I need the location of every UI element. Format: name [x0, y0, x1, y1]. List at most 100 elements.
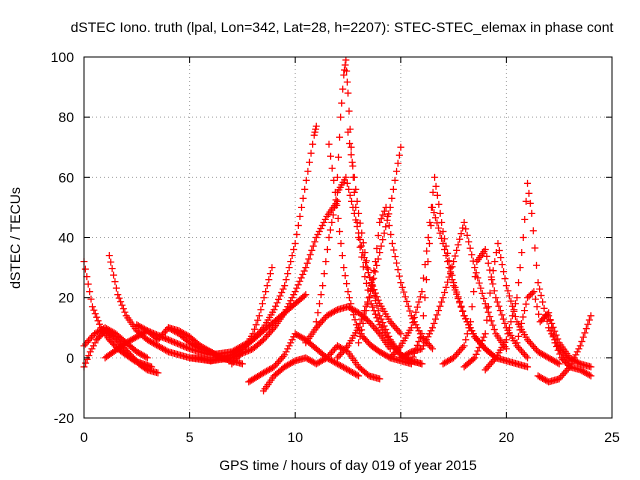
- data-point-marker: [517, 319, 525, 327]
- data-point-marker: [377, 242, 385, 250]
- data-point-marker: [183, 344, 191, 352]
- data-point-marker: [284, 303, 292, 311]
- data-point-marker: [115, 294, 123, 302]
- data-point-marker: [211, 350, 219, 358]
- data-point-marker: [445, 264, 453, 272]
- data-point-marker: [418, 345, 426, 353]
- data-point-marker: [298, 203, 306, 211]
- data-point-marker: [184, 344, 192, 352]
- data-point-marker: [342, 365, 350, 373]
- data-point-marker: [385, 210, 393, 218]
- data-point-marker: [344, 128, 352, 136]
- data-point-marker: [364, 300, 372, 308]
- data-point-marker: [214, 352, 222, 360]
- data-point-marker: [204, 346, 212, 354]
- data-point-marker: [431, 173, 439, 181]
- data-point-marker: [327, 309, 335, 317]
- data-point-marker: [358, 253, 366, 261]
- data-point-marker: [266, 365, 274, 373]
- data-point-marker: [302, 264, 310, 272]
- data-point-marker: [143, 336, 151, 344]
- data-point-marker: [178, 342, 186, 350]
- data-point-marker: [346, 191, 354, 199]
- data-point-marker: [412, 308, 420, 316]
- data-point-marker: [317, 319, 325, 327]
- data-point-marker: [338, 362, 346, 370]
- data-point-marker: [334, 153, 342, 161]
- data-point-marker: [87, 295, 95, 303]
- data-point-marker: [305, 255, 313, 263]
- data-point-marker: [343, 78, 351, 86]
- data-point-marker: [404, 302, 412, 310]
- data-point-marker: [587, 363, 595, 371]
- data-point-marker: [549, 356, 557, 364]
- data-point-marker: [119, 305, 127, 313]
- data-series-arc-v: [534, 312, 595, 386]
- data-point-marker: [347, 368, 355, 376]
- data-point-marker: [336, 133, 344, 141]
- data-point-marker: [303, 259, 311, 267]
- data-point-marker: [569, 356, 577, 364]
- data-point-marker: [524, 363, 532, 371]
- data-point-marker: [519, 234, 527, 241]
- data-point-marker: [140, 352, 148, 360]
- data-point-marker: [181, 343, 189, 351]
- data-point-marker: [374, 328, 382, 336]
- data-point-marker: [489, 280, 497, 288]
- data-point-marker: [535, 310, 543, 318]
- y-axis-label: dSTEC / TECUs: [7, 187, 23, 289]
- data-point-marker: [438, 298, 446, 306]
- data-point-marker: [352, 185, 360, 193]
- data-point-marker: [333, 360, 341, 368]
- data-point-marker: [359, 319, 367, 327]
- data-point-marker: [395, 151, 403, 159]
- data-point-marker: [350, 306, 358, 314]
- data-point-marker: [546, 355, 554, 363]
- data-point-marker: [296, 277, 304, 285]
- data-point-marker: [575, 359, 583, 367]
- data-point-marker: [178, 328, 186, 336]
- data-series-arc-w: [545, 312, 595, 371]
- data-series-arc-f: [186, 122, 320, 365]
- data-point-marker: [377, 215, 385, 223]
- data-point-marker: [471, 354, 479, 362]
- data-point-marker: [363, 264, 371, 272]
- data-point-marker: [444, 278, 452, 286]
- data-point-marker: [344, 288, 352, 296]
- data-point-marker: [487, 317, 495, 325]
- data-point-marker: [380, 229, 388, 237]
- data-point-marker: [525, 292, 533, 300]
- data-point-marker: [566, 354, 574, 362]
- data-point-marker: [167, 337, 175, 345]
- data-point-marker: [576, 342, 584, 350]
- data-point-marker: [516, 326, 524, 334]
- data-point-marker: [282, 276, 290, 284]
- data-point-marker: [86, 288, 94, 296]
- data-point-marker: [285, 342, 293, 350]
- data-point-marker: [88, 303, 96, 311]
- data-point-marker: [377, 315, 385, 323]
- data-point-marker: [318, 317, 326, 325]
- data-point-marker: [166, 336, 174, 344]
- data-point-marker: [481, 366, 489, 374]
- data-point-marker: [400, 352, 408, 360]
- data-point-marker: [587, 312, 595, 320]
- data-point-marker: [137, 350, 145, 358]
- data-point-marker: [423, 247, 431, 255]
- data-point-marker: [250, 334, 258, 342]
- data-point-marker: [504, 287, 512, 295]
- data-point-marker: [373, 261, 381, 269]
- data-point-marker: [91, 339, 99, 347]
- data-point-marker: [276, 292, 284, 300]
- data-point-marker: [519, 349, 527, 357]
- data-point-marker: [355, 209, 363, 217]
- data-point-marker: [533, 303, 541, 311]
- data-point-marker: [154, 336, 162, 344]
- data-point-marker: [475, 279, 483, 287]
- data-point-marker: [371, 325, 379, 333]
- data-point-marker: [347, 151, 355, 159]
- data-point-marker: [140, 325, 148, 333]
- data-series-arc-n: [355, 143, 405, 347]
- data-point-marker: [447, 356, 455, 364]
- data-point-marker: [536, 373, 544, 381]
